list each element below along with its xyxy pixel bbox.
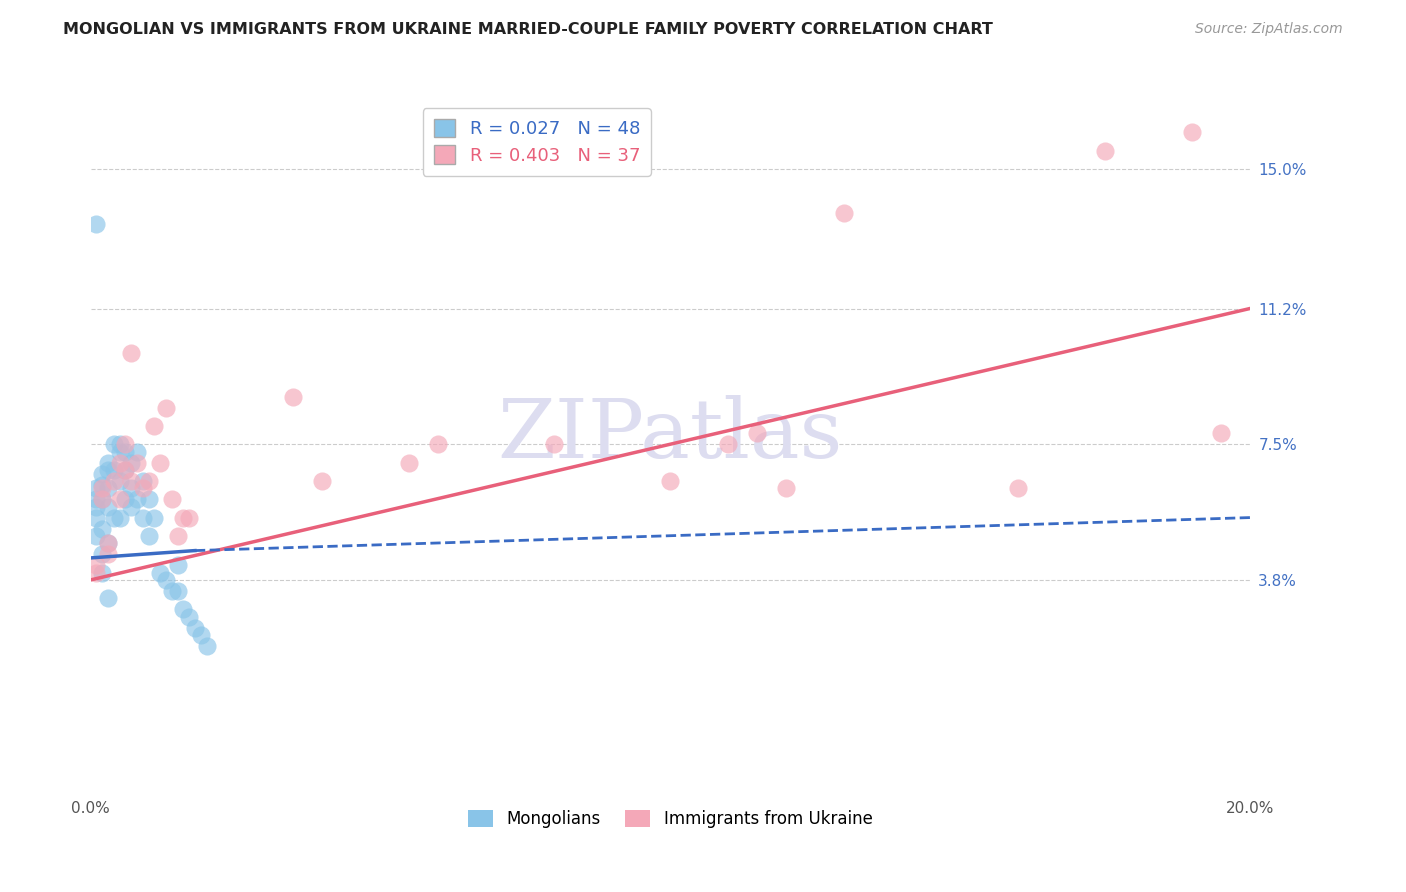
Mongolians [97, 463, 120, 477]
Immigrants from Ukraine [398, 456, 420, 470]
Mongolians [91, 492, 114, 507]
Mongolians [143, 510, 166, 524]
Mongolians [132, 474, 155, 488]
Mongolians [166, 558, 188, 573]
Mongolians [120, 481, 142, 495]
Mongolians [91, 522, 114, 536]
Immigrants from Ukraine [91, 481, 114, 495]
Immigrants from Ukraine [103, 474, 125, 488]
Immigrants from Ukraine [97, 536, 120, 550]
Immigrants from Ukraine [91, 492, 114, 507]
Immigrants from Ukraine [108, 492, 131, 507]
Mongolians [91, 477, 114, 491]
Text: MONGOLIAN VS IMMIGRANTS FROM UKRAINE MARRIED-COUPLE FAMILY POVERTY CORRELATION C: MONGOLIAN VS IMMIGRANTS FROM UKRAINE MAR… [63, 22, 993, 37]
Immigrants from Ukraine [97, 547, 120, 561]
Mongolians [86, 492, 108, 507]
Immigrants from Ukraine [125, 456, 148, 470]
Mongolians [108, 437, 131, 451]
Mongolians [179, 609, 201, 624]
Mongolians [86, 529, 108, 543]
Immigrants from Ukraine [832, 206, 855, 220]
Mongolians [132, 510, 155, 524]
Mongolians [91, 566, 114, 580]
Immigrants from Ukraine [747, 426, 769, 441]
Mongolians [190, 628, 212, 642]
Mongolians [138, 492, 160, 507]
Immigrants from Ukraine [283, 390, 305, 404]
Immigrants from Ukraine [1007, 481, 1029, 495]
Text: ZIPatlas: ZIPatlas [498, 395, 844, 475]
Immigrants from Ukraine [120, 345, 142, 359]
Mongolians [108, 510, 131, 524]
Mongolians [166, 583, 188, 598]
Mongolians [91, 547, 114, 561]
Immigrants from Ukraine [543, 437, 565, 451]
Mongolians [138, 529, 160, 543]
Mongolians [184, 621, 207, 635]
Immigrants from Ukraine [427, 437, 450, 451]
Mongolians [125, 492, 148, 507]
Immigrants from Ukraine [160, 492, 183, 507]
Immigrants from Ukraine [138, 474, 160, 488]
Immigrants from Ukraine [114, 463, 136, 477]
Immigrants from Ukraine [108, 456, 131, 470]
Mongolians [160, 583, 183, 598]
Mongolians [108, 444, 131, 458]
Mongolians [114, 463, 136, 477]
Mongolians [103, 437, 125, 451]
Mongolians [114, 492, 136, 507]
Mongolians [155, 573, 177, 587]
Mongolians [120, 500, 142, 514]
Immigrants from Ukraine [1209, 426, 1232, 441]
Immigrants from Ukraine [86, 566, 108, 580]
Mongolians [86, 500, 108, 514]
Mongolians [97, 481, 120, 495]
Immigrants from Ukraine [149, 456, 172, 470]
Immigrants from Ukraine [659, 474, 682, 488]
Mongolians [91, 467, 114, 481]
Legend: Mongolians, Immigrants from Ukraine: Mongolians, Immigrants from Ukraine [461, 803, 879, 834]
Immigrants from Ukraine [132, 481, 155, 495]
Immigrants from Ukraine [179, 510, 201, 524]
Immigrants from Ukraine [311, 474, 333, 488]
Mongolians [125, 444, 148, 458]
Immigrants from Ukraine [114, 437, 136, 451]
Mongolians [108, 474, 131, 488]
Immigrants from Ukraine [1181, 125, 1204, 139]
Mongolians [97, 591, 120, 606]
Immigrants from Ukraine [775, 481, 797, 495]
Mongolians [103, 463, 125, 477]
Mongolians [103, 510, 125, 524]
Immigrants from Ukraine [166, 529, 188, 543]
Mongolians [120, 456, 142, 470]
Immigrants from Ukraine [86, 558, 108, 573]
Mongolians [86, 481, 108, 495]
Mongolians [195, 639, 218, 653]
Mongolians [114, 444, 136, 458]
Mongolians [97, 456, 120, 470]
Immigrants from Ukraine [717, 437, 740, 451]
Mongolians [97, 536, 120, 550]
Mongolians [86, 510, 108, 524]
Mongolians [172, 602, 194, 616]
Immigrants from Ukraine [172, 510, 194, 524]
Immigrants from Ukraine [1094, 144, 1116, 158]
Immigrants from Ukraine [155, 401, 177, 415]
Mongolians [97, 500, 120, 514]
Immigrants from Ukraine [120, 474, 142, 488]
Text: Source: ZipAtlas.com: Source: ZipAtlas.com [1195, 22, 1343, 37]
Mongolians [149, 566, 172, 580]
Mongolians [86, 217, 108, 231]
Immigrants from Ukraine [143, 418, 166, 433]
